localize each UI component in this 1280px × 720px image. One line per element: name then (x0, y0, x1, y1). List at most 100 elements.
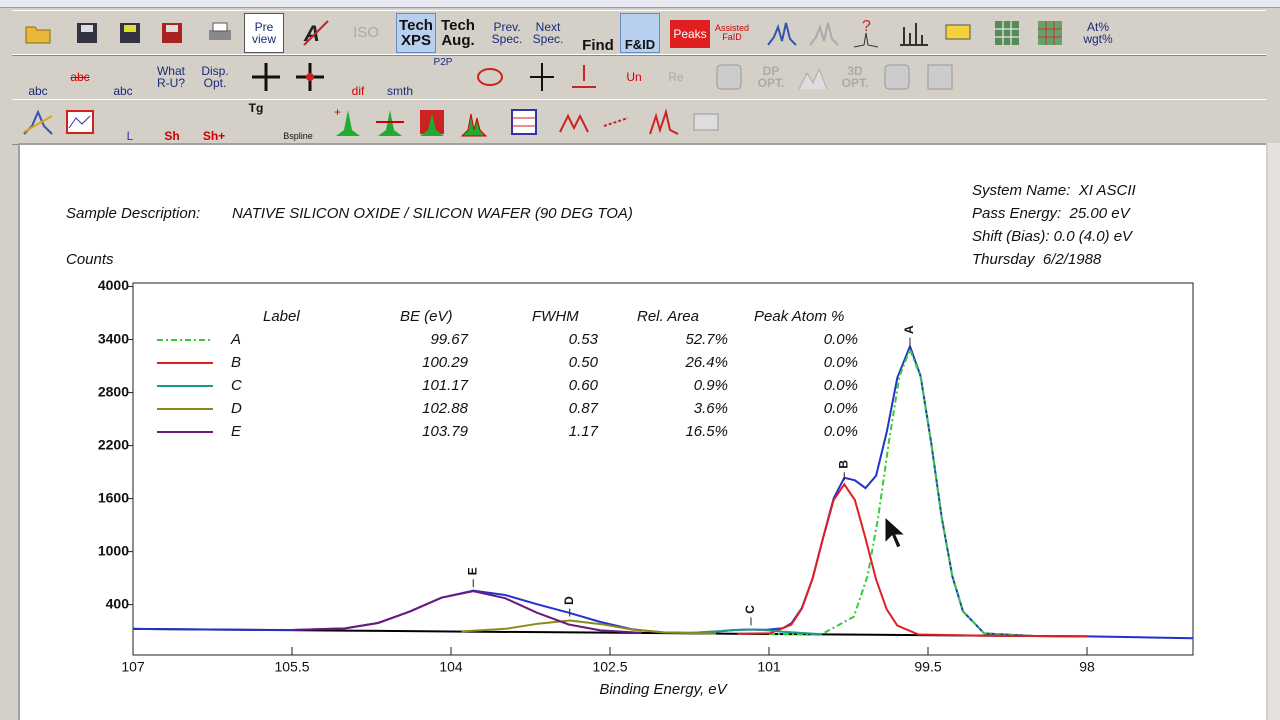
tool-button[interactable]: ? (846, 13, 886, 53)
x-tick-label: 105.5 (274, 659, 309, 675)
tool-button[interactable] (60, 102, 100, 142)
display-options-button[interactable]: Disp. Opt. (201, 64, 229, 90)
table-cell: 102.88 (422, 400, 469, 417)
tool-button[interactable] (686, 102, 726, 142)
tool-button[interactable] (504, 102, 544, 142)
report-panel (18, 143, 1266, 720)
preview-button[interactable]: Pre view (244, 13, 284, 53)
shirley-button[interactable]: Sh (164, 129, 180, 143)
tool-button[interactable] (793, 57, 833, 97)
tool-button[interactable] (18, 102, 58, 142)
peak-to-peak-button[interactable]: P2P (433, 57, 453, 68)
table-cell: 16.5% (685, 423, 728, 440)
svg-text:A: A (303, 21, 320, 46)
add-label-button[interactable]: abc (28, 84, 48, 98)
move-label-button[interactable]: abc (113, 84, 133, 98)
tool-button[interactable] (370, 102, 410, 142)
zoom-button[interactable] (290, 57, 330, 97)
next-spec-button[interactable]: Next Spec. (532, 20, 564, 46)
envelope-line (132, 343, 1194, 640)
tool-button[interactable] (894, 13, 934, 53)
table-cell: 0.50 (569, 354, 599, 371)
save-button[interactable] (67, 13, 107, 53)
table-header: Rel. Area (637, 308, 699, 325)
sample-description: NATIVE SILICON OXIDE / SILICON WAFER (90… (232, 205, 633, 222)
open-button[interactable] (18, 13, 58, 53)
table-cell: 1.17 (569, 423, 599, 440)
tool-button[interactable] (709, 57, 749, 97)
smooth-button[interactable]: smth (386, 84, 413, 98)
component-line (737, 482, 1088, 638)
undo-button[interactable]: Un (626, 70, 642, 84)
tool-button[interactable] (877, 57, 917, 97)
3d-options-button[interactable]: 3D OPT. (841, 64, 869, 90)
table-header: FWHM (532, 308, 579, 325)
tool-button[interactable] (470, 57, 510, 97)
legend-label: E (231, 423, 242, 440)
table-cell: 100.29 (422, 354, 469, 371)
x-tick-label: 101 (757, 659, 781, 675)
tougaard-button[interactable]: Tg (248, 101, 264, 115)
peak-marker-label: A (902, 325, 916, 334)
sample-label: Sample Description: (66, 205, 201, 222)
tool-button[interactable] (644, 102, 684, 142)
save-button[interactable] (152, 13, 192, 53)
table-cell: 0.0% (824, 423, 858, 440)
find-button[interactable]: Find (582, 37, 614, 54)
differentiate-button[interactable]: dif (351, 84, 365, 98)
save-button[interactable] (110, 13, 150, 53)
linear-background-button[interactable]: L (126, 129, 134, 143)
table-header: Peak Atom % (754, 308, 844, 325)
tool-button[interactable] (762, 13, 802, 53)
bspline-button[interactable]: Bspline (283, 131, 313, 141)
tool-button[interactable] (987, 13, 1027, 53)
table-cell: 0.0% (824, 354, 858, 371)
mouse-cursor (884, 516, 906, 549)
redo-button[interactable]: Re (668, 70, 684, 84)
table-cell: 52.7% (685, 331, 728, 348)
shirley-plus-button[interactable]: Sh+ (202, 129, 226, 143)
y-tick-label: 2200 (98, 436, 129, 452)
svg-text:+: + (334, 106, 341, 119)
x-tick-label: 99.5 (914, 659, 941, 675)
print-button[interactable] (200, 13, 240, 53)
x-tick-label: 104 (439, 659, 463, 675)
tool-button[interactable] (412, 102, 452, 142)
table-cell: 0.87 (569, 400, 599, 417)
atomic-percent-button[interactable]: At% wgt% (1083, 20, 1113, 46)
table-header: Label (263, 308, 300, 325)
label-button[interactable]: A (296, 13, 336, 53)
peaks-button[interactable]: Peaks (670, 20, 710, 48)
iso-button[interactable]: ISO (353, 24, 379, 41)
tool-button[interactable] (596, 102, 636, 142)
tool-button[interactable] (564, 57, 604, 97)
find-id-button[interactable]: F&ID (620, 13, 660, 53)
tool-button[interactable] (522, 57, 562, 97)
tool-button[interactable] (554, 102, 594, 142)
what-button[interactable]: What R-U? (156, 64, 185, 90)
dp-options-button[interactable]: DP OPT. (757, 64, 785, 90)
tool-button[interactable]: + (328, 102, 368, 142)
tech-xps-button[interactable]: Tech XPS (396, 13, 436, 53)
y-tick-label: 1000 (98, 542, 129, 558)
table-cell: 101.17 (422, 377, 469, 394)
y-tick-label: 3400 (98, 330, 129, 346)
scrollbar[interactable] (1268, 143, 1280, 720)
tool-button[interactable] (804, 13, 844, 53)
component-line (291, 590, 642, 634)
tool-button[interactable] (454, 102, 494, 142)
y-tick-label: 1600 (98, 489, 129, 505)
tool-button[interactable] (920, 57, 960, 97)
zoom-button[interactable] (246, 57, 286, 97)
table-header: BE (eV) (400, 308, 453, 325)
info-line: Pass Energy: 25.00 eV (972, 205, 1130, 222)
component-line (461, 619, 717, 635)
prev-spec-button[interactable]: Prev. Spec. (491, 20, 523, 46)
table-cell: 0.9% (694, 377, 728, 394)
tool-button[interactable] (1030, 13, 1070, 53)
assisted-faid-button[interactable]: Assisted FaID (714, 23, 749, 42)
tool-button[interactable] (938, 13, 978, 53)
tech-aug-button[interactable]: Tech Aug. (441, 17, 475, 49)
delete-label-button[interactable]: abc (70, 70, 90, 84)
